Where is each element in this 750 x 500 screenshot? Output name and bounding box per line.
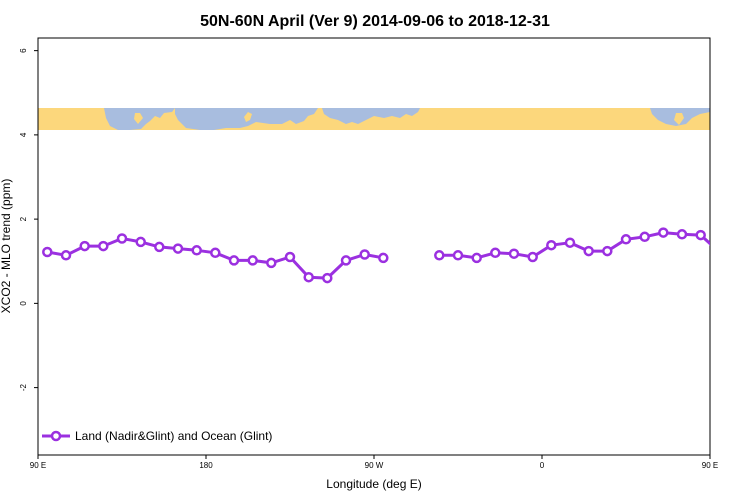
y-tick-label: -2 bbox=[19, 384, 28, 392]
data-point bbox=[210, 247, 221, 259]
data-point bbox=[676, 229, 688, 240]
data-point bbox=[378, 252, 389, 264]
x-axis-label: Longitude (deg E) bbox=[326, 477, 421, 491]
y-tick-label: 0 bbox=[19, 301, 28, 306]
data-point bbox=[154, 241, 165, 253]
island-kamchatka-east bbox=[674, 113, 684, 125]
legend: Land (Nadir&Glint) and Ocean (Glint) bbox=[42, 429, 272, 443]
data-point bbox=[116, 233, 128, 244]
data-point bbox=[639, 231, 650, 243]
x-tick-label: 90 E bbox=[702, 461, 718, 470]
data-point bbox=[490, 247, 501, 259]
data-point bbox=[303, 271, 314, 283]
data-point bbox=[715, 248, 723, 256]
data-point bbox=[471, 252, 482, 264]
data-point bbox=[452, 250, 464, 261]
landmask-band bbox=[38, 108, 710, 130]
data-point bbox=[564, 237, 576, 248]
legend-label: Land (Nadir&Glint) and Ocean (Glint) bbox=[75, 429, 272, 443]
x-tick-label: 180 bbox=[199, 461, 213, 470]
data-point bbox=[247, 255, 258, 266]
data-point bbox=[172, 243, 184, 254]
y-axis: -2 0 2 4 6 bbox=[19, 48, 38, 391]
data-point bbox=[135, 236, 146, 248]
y-axis-label: XCO2 - MLO trend (ppm) bbox=[0, 179, 13, 314]
x-axis: 90 E 180 90 W 0 90 E bbox=[30, 455, 718, 470]
data-point bbox=[228, 255, 240, 266]
data-point bbox=[266, 257, 277, 269]
data-point bbox=[695, 229, 706, 241]
data-point bbox=[60, 250, 72, 261]
island-kamchatka bbox=[134, 113, 143, 124]
data-point bbox=[583, 245, 594, 257]
y-tick-label: 4 bbox=[19, 132, 28, 137]
legend-marker bbox=[50, 430, 62, 442]
y-tick-label: 6 bbox=[19, 48, 28, 53]
ocean-region-north-atlantic bbox=[322, 108, 420, 124]
data-point bbox=[359, 249, 370, 260]
series-line-segment bbox=[47, 237, 384, 280]
data-point bbox=[434, 250, 445, 261]
data-point bbox=[322, 272, 333, 284]
data-point bbox=[658, 227, 669, 238]
data-point bbox=[98, 240, 109, 252]
chart-title: 50N-60N April (Ver 9) 2014-09-06 to 2018… bbox=[200, 13, 550, 30]
series-layer bbox=[42, 227, 742, 284]
x-tick-label: 90 W bbox=[365, 461, 384, 470]
y-tick-label: 2 bbox=[19, 216, 28, 221]
x-tick-label: 0 bbox=[540, 461, 545, 470]
data-point bbox=[284, 251, 296, 263]
data-point bbox=[79, 240, 90, 252]
data-point bbox=[620, 234, 632, 245]
data-point bbox=[508, 248, 520, 259]
data-point bbox=[527, 251, 538, 263]
island-uk bbox=[431, 116, 440, 127]
data-point bbox=[602, 245, 613, 257]
data-point bbox=[42, 246, 53, 258]
island-alaska-coast bbox=[244, 112, 252, 122]
data-point bbox=[340, 255, 352, 266]
x-tick-label: 90 E bbox=[30, 461, 46, 470]
data-point bbox=[734, 252, 742, 260]
data-point bbox=[546, 239, 557, 251]
data-point bbox=[191, 245, 202, 256]
